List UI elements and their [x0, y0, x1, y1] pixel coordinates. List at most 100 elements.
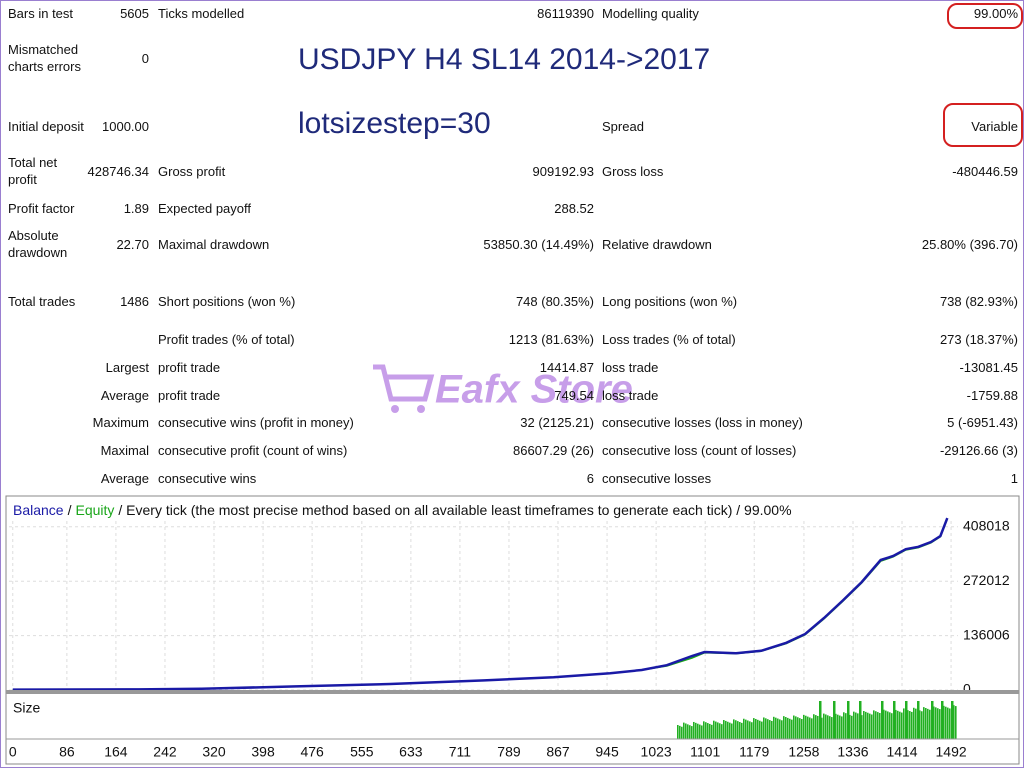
row-value: 909192.93 [532, 164, 594, 179]
size-bar [931, 701, 934, 739]
size-bar [871, 714, 873, 739]
size-bar [695, 722, 697, 739]
size-bar [743, 718, 745, 739]
size-bar [745, 719, 747, 739]
size-bar [915, 708, 917, 739]
size-bar [825, 714, 827, 739]
size-bar [803, 714, 805, 739]
row-label: Average [100, 471, 149, 486]
size-bar [893, 701, 896, 739]
legend-entry: Equity [75, 502, 114, 518]
size-bar [795, 716, 797, 739]
row-label: Profit factor [8, 200, 75, 216]
size-bar [749, 721, 751, 739]
x-tick-label: 242 [153, 744, 177, 760]
row-value: 288.52 [554, 201, 594, 216]
size-bar [827, 715, 829, 739]
size-bar [933, 706, 935, 739]
size-bar [721, 724, 723, 739]
row-label: profit trade [158, 360, 221, 375]
row-value: Variable [971, 119, 1018, 134]
size-bar [723, 720, 725, 739]
size-bar [855, 712, 857, 739]
size-bar [691, 726, 693, 739]
row-value: 32 (2125.21) [520, 415, 594, 430]
x-tick-label: 711 [449, 744, 472, 760]
size-bar [909, 711, 911, 739]
size-bar [889, 712, 891, 739]
highlight-box [947, 3, 1023, 29]
row-value: 0 [141, 51, 149, 66]
row-label: Initial deposit [8, 118, 84, 134]
x-tick-label: 1336 [837, 744, 868, 760]
x-tick-label: 476 [300, 744, 324, 760]
row-label: consecutive wins (profit in money) [158, 415, 354, 430]
size-bar [735, 720, 737, 739]
size-bar [921, 711, 923, 739]
size-bar [753, 718, 755, 739]
size-bar [829, 716, 831, 739]
size-bar [945, 706, 947, 739]
size-bar [765, 718, 767, 739]
overlay-title: USDJPY H4 SL14 2014->2017 [298, 43, 711, 76]
size-bar [911, 711, 913, 739]
size-bar [819, 701, 822, 739]
size-bar [899, 711, 901, 739]
row-value: -1759.88 [966, 388, 1018, 403]
x-tick-label: 867 [546, 744, 570, 760]
size-bar [709, 723, 711, 739]
size-bar [941, 701, 944, 739]
row-value: 1486 [120, 294, 149, 309]
size-bar [859, 701, 862, 739]
size-bar [757, 719, 759, 739]
size-bar [755, 718, 757, 739]
x-tick-label: 945 [595, 744, 619, 760]
row-label: Maximal drawdown [158, 237, 270, 252]
row-value: 738 (82.93%) [939, 294, 1018, 309]
row-label: consecutive wins [158, 471, 257, 486]
size-bar [805, 715, 807, 739]
row-value: 1000.00 [102, 119, 149, 134]
legend-entry: Balance [13, 502, 64, 518]
row-value: 25.80% (396.70) [921, 237, 1018, 252]
size-bar [923, 707, 925, 739]
chart-subtitle: / Every tick (the most precise method ba… [118, 502, 791, 518]
size-bar [779, 719, 781, 739]
row-label: loss trade [602, 360, 659, 375]
size-bar [817, 715, 819, 739]
size-bar [699, 724, 701, 739]
size-bar [863, 711, 865, 739]
row-label: Spread [602, 119, 644, 134]
row-value: 99.00% [973, 6, 1018, 21]
size-bar [821, 717, 823, 739]
size-bar [883, 709, 885, 739]
cart-icon [373, 364, 435, 402]
size-bar [777, 718, 779, 739]
size-bar [955, 706, 957, 739]
x-tick-label: 1414 [886, 744, 917, 760]
size-bar [837, 714, 839, 739]
row-value: 53850.30 (14.49%) [483, 237, 594, 252]
size-bar [925, 708, 927, 739]
size-bar [857, 713, 859, 739]
row-label: Gross profit [158, 164, 226, 179]
size-bar [891, 713, 893, 739]
row-label: Profit trades (% of total) [158, 332, 295, 347]
row-label: Gross loss [602, 164, 664, 179]
y-tick-label: 408018 [963, 517, 1010, 533]
row-label: Modelling quality [602, 6, 699, 21]
row-value: -13081.45 [959, 360, 1018, 375]
size-bar [725, 720, 727, 739]
size-bar [715, 721, 717, 739]
size-bar [767, 719, 769, 739]
size-bar [719, 723, 721, 739]
size-bar [787, 717, 789, 739]
x-tick-label: 164 [104, 744, 128, 760]
row-label: Loss trades (% of total) [602, 332, 736, 347]
row-label: Relative drawdown [602, 237, 712, 252]
x-tick-label: 86 [59, 744, 75, 760]
size-bar [847, 701, 850, 739]
size-bar [739, 722, 741, 739]
row-label: Mismatched charts errors [8, 42, 81, 74]
size-bar [771, 720, 773, 739]
